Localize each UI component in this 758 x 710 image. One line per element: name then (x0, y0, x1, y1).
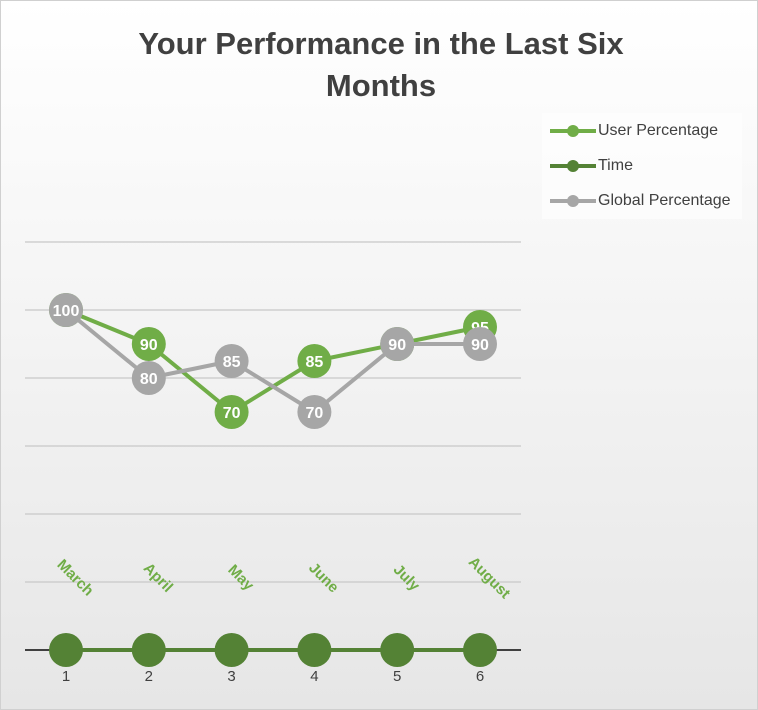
chart-title: Your Performance in the Last Six Months (138, 26, 624, 103)
data-label-global-4: 70 (306, 405, 324, 422)
month-label-may: May (224, 561, 257, 594)
x-tick-label-5: 5 (393, 668, 401, 685)
legend-label-2: Time (598, 157, 633, 174)
legend-item-3: Global Percentage (550, 190, 731, 212)
data-label-user-2: 90 (140, 337, 158, 354)
legend-swatch-2 (550, 155, 598, 177)
month-label-march: March (54, 556, 97, 599)
legend-swatch-1 (550, 120, 598, 142)
legend-label-3: Global Percentage (598, 192, 731, 209)
data-point-time-6 (463, 633, 497, 667)
data-label-global-6: 90 (471, 337, 489, 354)
month-label-july: July (390, 561, 424, 595)
data-point-global-1 (49, 293, 83, 327)
data-label-global-3: 85 (223, 354, 241, 371)
month-label-april: April (140, 560, 176, 596)
data-point-global-3 (214, 344, 249, 378)
data-point-time-4 (297, 633, 332, 667)
legend-label-1: User Percentage (598, 122, 719, 139)
data-point-global-2 (131, 361, 166, 395)
data-point-user-3 (214, 395, 249, 429)
data-label-user-3: 70 (223, 405, 241, 422)
x-tick-label-4: 4 (310, 668, 318, 685)
data-point-time-3 (214, 633, 249, 667)
data-point-user-4 (297, 344, 332, 378)
data-point-global-4 (297, 395, 332, 429)
data-point-time-2 (131, 633, 166, 667)
legend-item-1: User Percentage (550, 120, 718, 142)
series-line-global (64, 308, 480, 414)
data-label-global-1: 100 (53, 303, 80, 320)
data-point-user-2 (131, 327, 166, 361)
data-point-global-6 (463, 327, 497, 361)
legend-swatch-3 (550, 190, 598, 212)
data-point-global-5 (380, 327, 415, 361)
x-tick-label-1: 1 (62, 668, 70, 685)
data-label-global-2: 80 (140, 371, 158, 388)
month-label-june: June (305, 559, 342, 596)
data-label-user-4: 85 (306, 354, 324, 371)
x-tick-label-2: 2 (145, 668, 153, 685)
legend: User Percentage Time Global Percentage (542, 113, 742, 219)
data-point-time-1 (49, 633, 83, 667)
x-tick-label-3: 3 (227, 668, 235, 685)
month-label-august: August (465, 554, 514, 603)
legend-item-2: Time (550, 155, 633, 177)
x-tick-label-6: 6 (476, 668, 484, 685)
data-label-global-5: 90 (388, 337, 406, 354)
data-point-time-5 (380, 633, 415, 667)
